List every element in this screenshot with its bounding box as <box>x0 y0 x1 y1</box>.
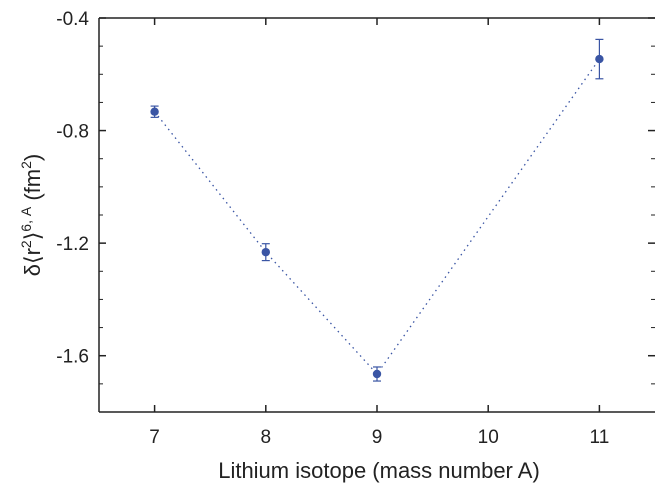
data-point <box>595 54 604 64</box>
y-axis: -1.6 -1.2 -0.8 -0.4 <box>56 9 655 368</box>
x-tick-label: 7 <box>149 427 160 448</box>
y-tick-label: -0.8 <box>56 122 89 143</box>
minor-ticks <box>99 45 655 413</box>
x-axis-title: Lithium isotope (mass number A) <box>218 458 540 483</box>
data-point <box>261 247 270 257</box>
y-tick-label: -1.2 <box>56 234 89 255</box>
y-tick-label: -0.4 <box>56 9 89 30</box>
y-axis-title: δ⟨r2⟩6, A (fm2) <box>18 154 45 276</box>
data-series <box>150 38 604 382</box>
data-point <box>150 107 159 116</box>
data-point <box>372 369 382 379</box>
x-tick-label: 10 <box>478 427 499 448</box>
y-tick-label: -1.6 <box>56 347 89 368</box>
x-tick-label: 8 <box>261 427 272 448</box>
series-connector <box>154 58 600 376</box>
x-tick-label: 9 <box>372 427 383 448</box>
plot-frame <box>98 17 655 413</box>
x-tick-label: 11 <box>590 427 610 448</box>
x-axis: 7 8 9 10 11 <box>149 18 609 448</box>
